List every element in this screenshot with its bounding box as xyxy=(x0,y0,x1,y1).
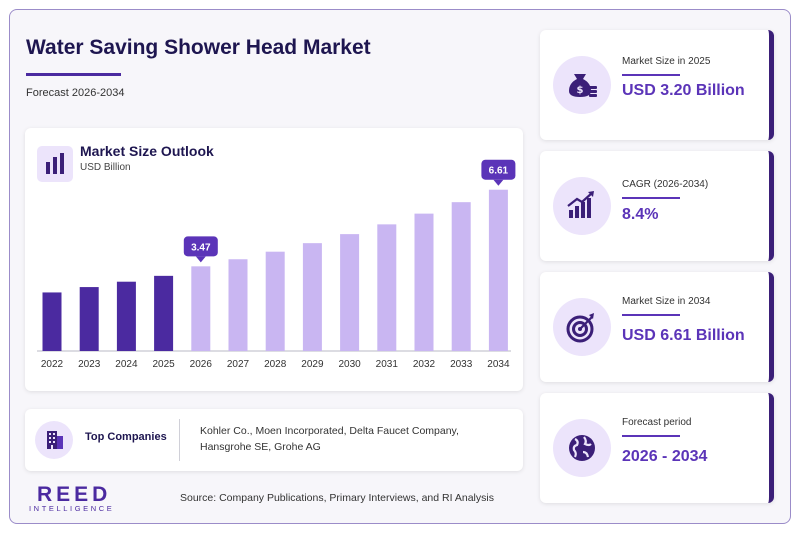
bar-2033 xyxy=(451,202,471,351)
page-title: Water Saving Shower Head Market xyxy=(26,36,371,59)
bar-2024 xyxy=(116,281,136,351)
stat-card-market-size-2025: $ Market Size in 2025 USD 3.20 Billion xyxy=(540,30,774,140)
market-size-chart-card: Market Size Outlook USD Billion 2022 2023… xyxy=(25,128,523,391)
x-tick-label: 2033 xyxy=(450,359,473,370)
bar-2029 xyxy=(302,243,322,351)
x-tick-label: 2024 xyxy=(115,359,138,370)
logo-wordmark: REED xyxy=(37,483,112,506)
x-tick-label: 2030 xyxy=(338,359,361,370)
stat-value: 8.4% xyxy=(622,206,659,223)
data-label: 6.61 xyxy=(489,166,509,177)
x-tick-label: 2022 xyxy=(41,359,64,370)
source-note: Source: Company Publications, Primary In… xyxy=(180,492,494,504)
bar-2034 xyxy=(488,189,508,351)
building-icon xyxy=(35,421,73,459)
divider xyxy=(179,419,180,461)
bar-2031 xyxy=(377,224,397,351)
x-tick-label: 2026 xyxy=(190,359,213,370)
x-tick-label: 2025 xyxy=(152,359,175,370)
bar-2032 xyxy=(414,213,434,351)
logo-tagline: INTELLIGENCE xyxy=(29,504,115,513)
x-tick-label: 2034 xyxy=(487,359,510,370)
data-label: 3.47 xyxy=(191,242,211,253)
bar-2022 xyxy=(42,292,62,351)
stat-divider xyxy=(622,197,680,199)
bar-chart: 2022 2023 2024 2025 2026 2027 2028 2029 2030 2031… xyxy=(37,159,516,370)
stat-label: CAGR (2026-2034) xyxy=(622,179,709,190)
bar-2030 xyxy=(340,234,360,351)
top-companies-label: Top Companies xyxy=(85,431,167,443)
bar-2023 xyxy=(79,287,99,351)
x-tick-label: 2029 xyxy=(301,359,324,370)
stat-value: 2026 - 2034 xyxy=(622,448,708,465)
bar-2025 xyxy=(154,275,174,351)
x-tick-label: 2031 xyxy=(376,359,399,370)
title-underline xyxy=(26,73,121,76)
bar-chart-icon xyxy=(37,146,73,182)
stat-divider xyxy=(622,314,680,316)
growth-chart-icon xyxy=(553,177,611,235)
value-callout-2034 xyxy=(481,159,516,180)
svg-text:$: $ xyxy=(577,85,584,96)
chart-unit: USD Billion xyxy=(80,162,131,173)
bar-2028 xyxy=(265,251,285,351)
stat-card-cagr: CAGR (2026-2034) 8.4% xyxy=(540,151,774,261)
callout-pointer xyxy=(493,179,504,186)
x-tick-label: 2023 xyxy=(78,359,101,370)
x-tick-label: 2032 xyxy=(413,359,436,370)
bar-2026 xyxy=(191,266,211,351)
stat-label: Market Size in 2034 xyxy=(622,296,711,307)
globe-icon xyxy=(553,419,611,477)
stat-label: Forecast period xyxy=(622,417,692,428)
stat-card-forecast-period: Forecast period 2026 - 2034 xyxy=(540,393,774,503)
stat-value: USD 3.20 Billion xyxy=(622,82,745,99)
bar-2027 xyxy=(228,259,248,351)
callout-pointer xyxy=(195,256,206,263)
stat-divider xyxy=(622,435,680,437)
target-icon xyxy=(553,298,611,356)
page-subtitle: Forecast 2026-2034 xyxy=(26,87,125,99)
stat-label: Market Size in 2025 xyxy=(622,56,711,67)
x-tick-label: 2027 xyxy=(227,359,250,370)
money-bag-icon: $ xyxy=(553,56,611,114)
value-callout-2026 xyxy=(183,236,218,257)
stat-value: USD 6.61 Billion xyxy=(622,327,745,344)
chart-title: Market Size Outlook xyxy=(80,143,214,159)
x-tick-label: 2028 xyxy=(264,359,287,370)
top-companies-list: Kohler Co., Moen Incorporated, Delta Fau… xyxy=(200,425,459,453)
stat-card-market-size-2034: Market Size in 2034 USD 6.61 Billion xyxy=(540,272,774,382)
stat-divider xyxy=(622,74,680,76)
top-companies-card: Top Companies Kohler Co., Moen Incorpora… xyxy=(25,409,523,471)
